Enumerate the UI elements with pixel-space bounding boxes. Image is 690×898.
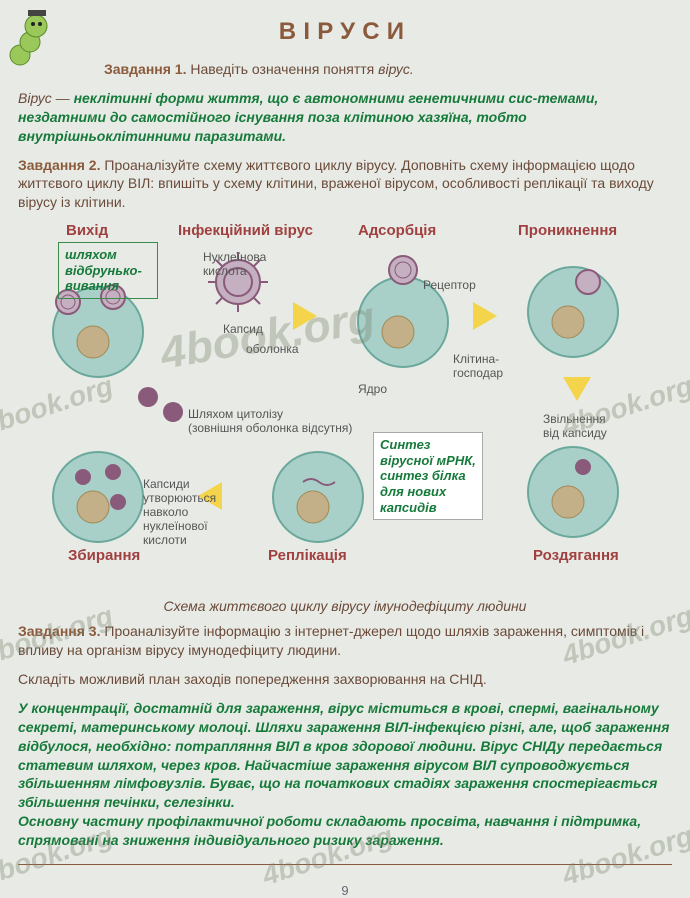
stage-zbyran: Збирання [68, 547, 140, 564]
task2-block: Завдання 2. Проаналізуйте схему життєвог… [18, 156, 672, 213]
stage-replik: Реплікація [268, 547, 347, 564]
answer-box-replik: Синтез вірусної мРНК, синтез білка для н… [373, 432, 483, 520]
task1-label: Завдання 1. [104, 61, 186, 77]
task1-definition: Вірус — неклітинні форми життя, що є авт… [18, 89, 672, 146]
stage-rozdyag: Роздягання [533, 547, 619, 564]
label-klit-gosp: Клітина- господар [453, 352, 503, 380]
task3-text2: Складіть можливий план заходів попередже… [18, 670, 672, 689]
task3-text1: Проаналізуйте інформацію з інтернет-джер… [18, 623, 644, 658]
label-receptor: Рецептор [423, 278, 476, 292]
label-obolonka: оболонка [246, 342, 299, 356]
diagram-caption: Схема життєвого циклу вірусу імунодефіци… [18, 598, 672, 614]
label-yadro: Ядро [358, 382, 387, 396]
page-number: 9 [18, 883, 672, 898]
answer-box-vyhid: шляхом відбрунько- вивання [58, 242, 158, 299]
label-kapsyd: Капсид [223, 322, 263, 336]
virus-lifecycle-diagram: Вихід Інфекційний вірус Адсорбція Проник… [18, 222, 672, 592]
task1-block: Завдання 1. Наведіть означення поняття в… [104, 60, 672, 79]
label-tsytoliz: Шляхом цитолізу (зовнішня оболонка відсу… [188, 407, 352, 435]
label-nukleinova: Нуклеїнова кислота [203, 250, 266, 278]
task2-text: Проаналізуйте схему життєвого циклу віру… [18, 157, 654, 211]
task3-answer: У концентрації, достатній для зараження,… [18, 699, 672, 850]
task1-answer: неклітинні форми життя, що є автономними… [18, 90, 598, 144]
virus-def-label: Вірус — [18, 90, 74, 106]
worm-caterpillar-icon [0, 0, 60, 70]
arrow-icon [563, 377, 591, 401]
divider [18, 864, 672, 865]
label-kapsydy-utv: Капсиди утворюються навколо нуклеїнової … [143, 477, 216, 547]
task3-label: Завдання 3. [18, 623, 100, 639]
label-zvil-kaps: Звільнення від капсиду [543, 412, 607, 440]
arrow-icon [293, 302, 317, 330]
task1-prompt: Наведіть означення поняття [190, 61, 378, 77]
task3-block: Завдання 3. Проаналізуйте інформацію з і… [18, 622, 672, 660]
task1-prompt-italic: вірус. [378, 61, 414, 77]
page-title: ВІРУСИ [18, 18, 672, 46]
arrow-icon [473, 302, 497, 330]
task2-label: Завдання 2. [18, 157, 100, 173]
